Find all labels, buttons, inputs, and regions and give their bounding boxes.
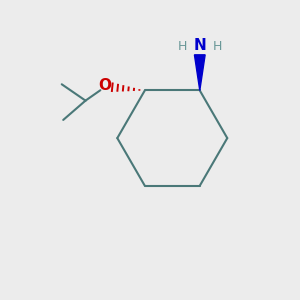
Text: O: O: [98, 78, 111, 93]
Text: N: N: [194, 38, 206, 53]
Text: H: H: [212, 40, 222, 53]
Polygon shape: [194, 55, 205, 91]
Text: H: H: [178, 40, 187, 53]
